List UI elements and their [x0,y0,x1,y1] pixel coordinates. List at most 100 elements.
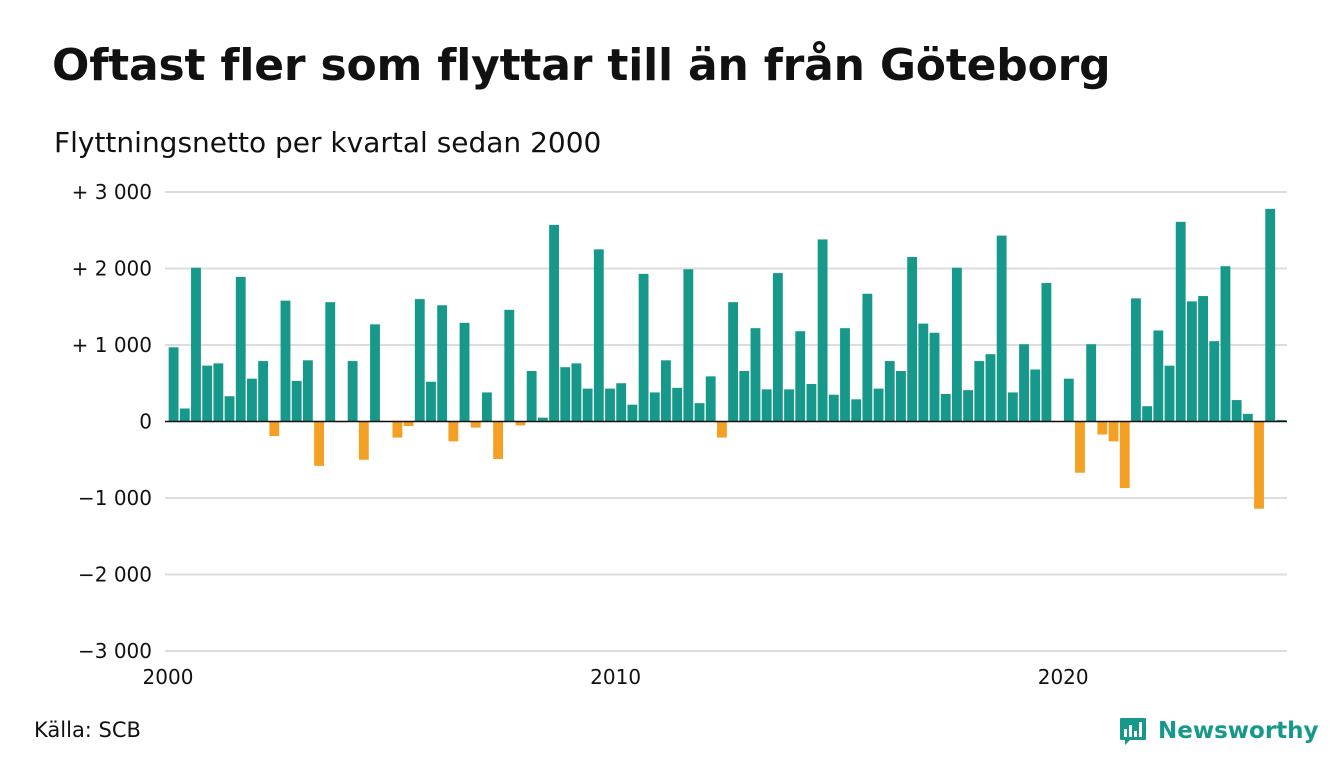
bar [224,396,235,422]
bar [358,421,369,460]
bar [638,273,649,422]
bar [1164,365,1175,422]
bar [940,393,951,422]
bar [1153,330,1164,422]
bar [235,276,246,422]
bar [1198,296,1208,422]
bar [873,388,884,422]
bar [1209,341,1220,422]
bar [1075,421,1085,473]
brand-name: Newsworthy [1158,718,1319,744]
y-tick-label: + 3 000 [72,180,152,204]
bar [179,408,190,422]
bar [549,224,559,422]
bar [784,389,794,422]
bar-chart-speech-bubble-icon [1120,718,1146,745]
bar [213,363,224,422]
bar [739,371,750,422]
bar [1186,301,1197,422]
bar [672,387,683,422]
bar [291,380,302,422]
bar [191,267,201,422]
bar [884,361,895,422]
bar [616,383,627,422]
bars [168,208,1287,509]
bar [1030,369,1041,422]
bar [258,361,269,422]
bar [168,347,179,422]
bar [683,269,694,422]
bar [840,328,850,422]
bar [414,299,425,422]
y-tick-label: + 2 000 [72,257,152,281]
bar [1108,421,1119,442]
bar [1063,378,1074,422]
bar [974,361,985,422]
bar [1276,419,1287,422]
x-tick-label: 2010 [590,665,641,689]
bar [347,361,358,422]
bar [470,421,481,428]
bar [1265,208,1276,422]
bar [481,392,492,422]
bar [929,332,940,422]
bar [761,389,772,422]
bar [403,421,414,427]
bar [593,249,604,422]
bar [951,267,962,422]
bar [1242,413,1253,422]
bar [750,328,761,422]
bar [560,367,571,422]
bar [1086,344,1097,422]
bar [582,388,593,422]
bar [1220,266,1231,422]
bar [448,421,459,442]
bar [370,324,380,422]
bar [627,404,638,422]
bar [247,378,257,422]
axes: + 3 000 + 2 000 + 1 000 0 −1 000 −2 000 −3 000… [72,180,1287,689]
bar [437,305,448,422]
y-tick-label: −2 000 [78,563,152,587]
bar [649,392,660,422]
bar [1131,298,1141,422]
bar [795,331,806,422]
bar [1097,421,1108,435]
bar [907,257,918,422]
bar [504,309,515,422]
bar [605,388,615,422]
bar [828,394,839,422]
bar [325,302,336,422]
bar [1254,421,1264,509]
bar [314,421,324,466]
bar [1041,283,1052,422]
bar [515,421,526,426]
gridlines [165,191,1287,652]
bar [963,390,974,422]
bar [728,302,739,422]
y-tick-label: 0 [139,410,152,434]
bar [817,239,828,422]
y-tick-label: −3 000 [78,639,152,663]
chart-subtitle: Flyttningsnetto per kvartal sedan 2000 [54,126,602,159]
bar [1007,392,1018,422]
y-tick-label: −1 000 [78,486,152,510]
brand-logo: Newsworthy [1118,714,1319,748]
bar [426,381,436,422]
bar [996,235,1007,422]
bar [537,417,548,422]
bar [1231,400,1242,422]
bar [918,323,929,422]
bar [1019,344,1029,422]
bar [661,360,671,422]
bar [694,403,705,422]
bar [862,293,873,422]
bar [1142,406,1153,422]
source-note: Källa: SCB [34,718,141,742]
bar [392,421,403,438]
chart-title: Oftast fler som flyttar till än från Göt… [52,40,1111,91]
y-tick-label: + 1 000 [72,333,152,357]
bar [705,376,716,422]
bar [302,360,313,422]
bar [806,384,817,422]
